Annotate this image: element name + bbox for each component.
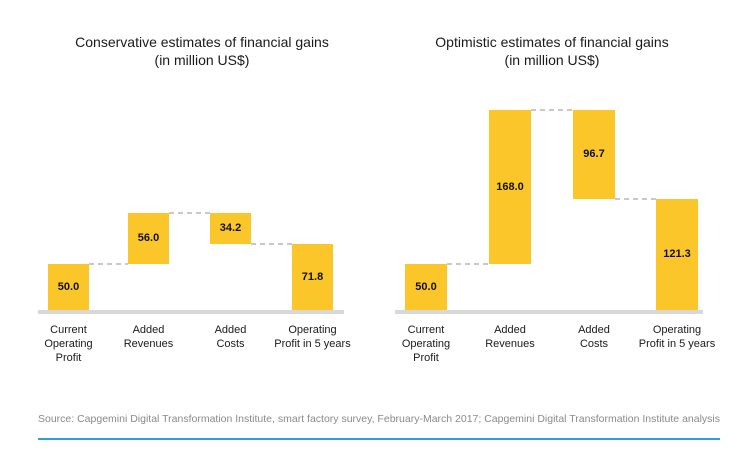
bar-value-label: 168.0 xyxy=(496,181,524,194)
category-label-line: Current xyxy=(50,324,87,336)
x-axis-line xyxy=(395,310,703,314)
waterfall-bar: 50.0 xyxy=(48,264,89,310)
category-label-line: Revenues xyxy=(123,338,174,350)
waterfall-bar: 50.0 xyxy=(405,264,447,310)
connector-dashed-line xyxy=(531,109,573,111)
connector-dashed-line xyxy=(169,211,210,214)
bar-value-label: 71.8 xyxy=(301,271,324,284)
waterfall-bar: 96.7 xyxy=(573,110,615,199)
category-label-line: Operating xyxy=(652,324,702,336)
category-label-line: Profit xyxy=(413,352,439,364)
chart-title-optimistic: Optimistic estimates of financial gains xyxy=(435,34,669,50)
category-label-line: Operating xyxy=(288,324,337,336)
category-label-line: Revenues xyxy=(485,338,535,350)
category-label-line: Operating xyxy=(401,338,451,350)
category-label: Added Costs xyxy=(215,323,247,351)
bar-value-label: 50.0 xyxy=(415,281,437,294)
chart-title-conservative: Conservative estimates of financial gain… xyxy=(75,34,329,50)
category-label-line: Added xyxy=(578,324,610,336)
bar-value-label: 34.2 xyxy=(219,222,242,235)
category-label-line: Added xyxy=(494,324,526,336)
connector-dashed-line xyxy=(251,243,292,246)
bar-value-label: 56.0 xyxy=(137,232,160,245)
category-label-line: Costs xyxy=(579,338,609,350)
category-label-line: Operating xyxy=(44,338,93,350)
category-label-line: Profit in 5 years xyxy=(638,338,716,350)
category-label: Current Operating Profit xyxy=(402,323,450,365)
chart-subtitle-optimistic: (in million US$) xyxy=(504,52,600,68)
connector-dashed-line xyxy=(89,263,128,266)
waterfall-bar: 71.8 xyxy=(292,244,333,310)
category-label: Operating Profit in 5 years xyxy=(274,323,350,351)
bar-value-label: 121.3 xyxy=(663,248,691,261)
category-label-line: Profit xyxy=(55,352,82,364)
chart-subtitle-conservative: (in million US$) xyxy=(154,52,250,68)
category-label-line: Current xyxy=(407,324,445,336)
bar-value-label: 50.0 xyxy=(57,281,80,294)
category-label-line: Profit in 5 years xyxy=(274,338,351,350)
category-label: Operating Profit in 5 years xyxy=(639,323,715,351)
category-label: Current Operating Profit xyxy=(44,323,92,365)
waterfall-bar: 34.2 xyxy=(210,212,251,245)
x-axis-line xyxy=(38,310,344,314)
bar-value-label: 96.7 xyxy=(583,148,605,161)
waterfall-bar: 168.0 xyxy=(489,110,531,265)
category-label-line: Costs xyxy=(216,338,245,350)
waterfall-bar: 121.3 xyxy=(656,198,698,310)
category-label: Added Revenues xyxy=(485,323,535,351)
category-label-line: Added xyxy=(132,324,165,336)
source-text: Source: Capgemini Digital Transformation… xyxy=(38,413,721,425)
category-label: Added Revenues xyxy=(124,323,174,351)
connector-dashed-line xyxy=(447,263,489,266)
category-label-line: Added xyxy=(214,324,247,336)
footer-accent-line xyxy=(38,438,720,440)
connector-dashed-line xyxy=(615,197,656,200)
waterfall-bar: 56.0 xyxy=(128,212,169,265)
category-label: Added Costs xyxy=(578,323,610,351)
